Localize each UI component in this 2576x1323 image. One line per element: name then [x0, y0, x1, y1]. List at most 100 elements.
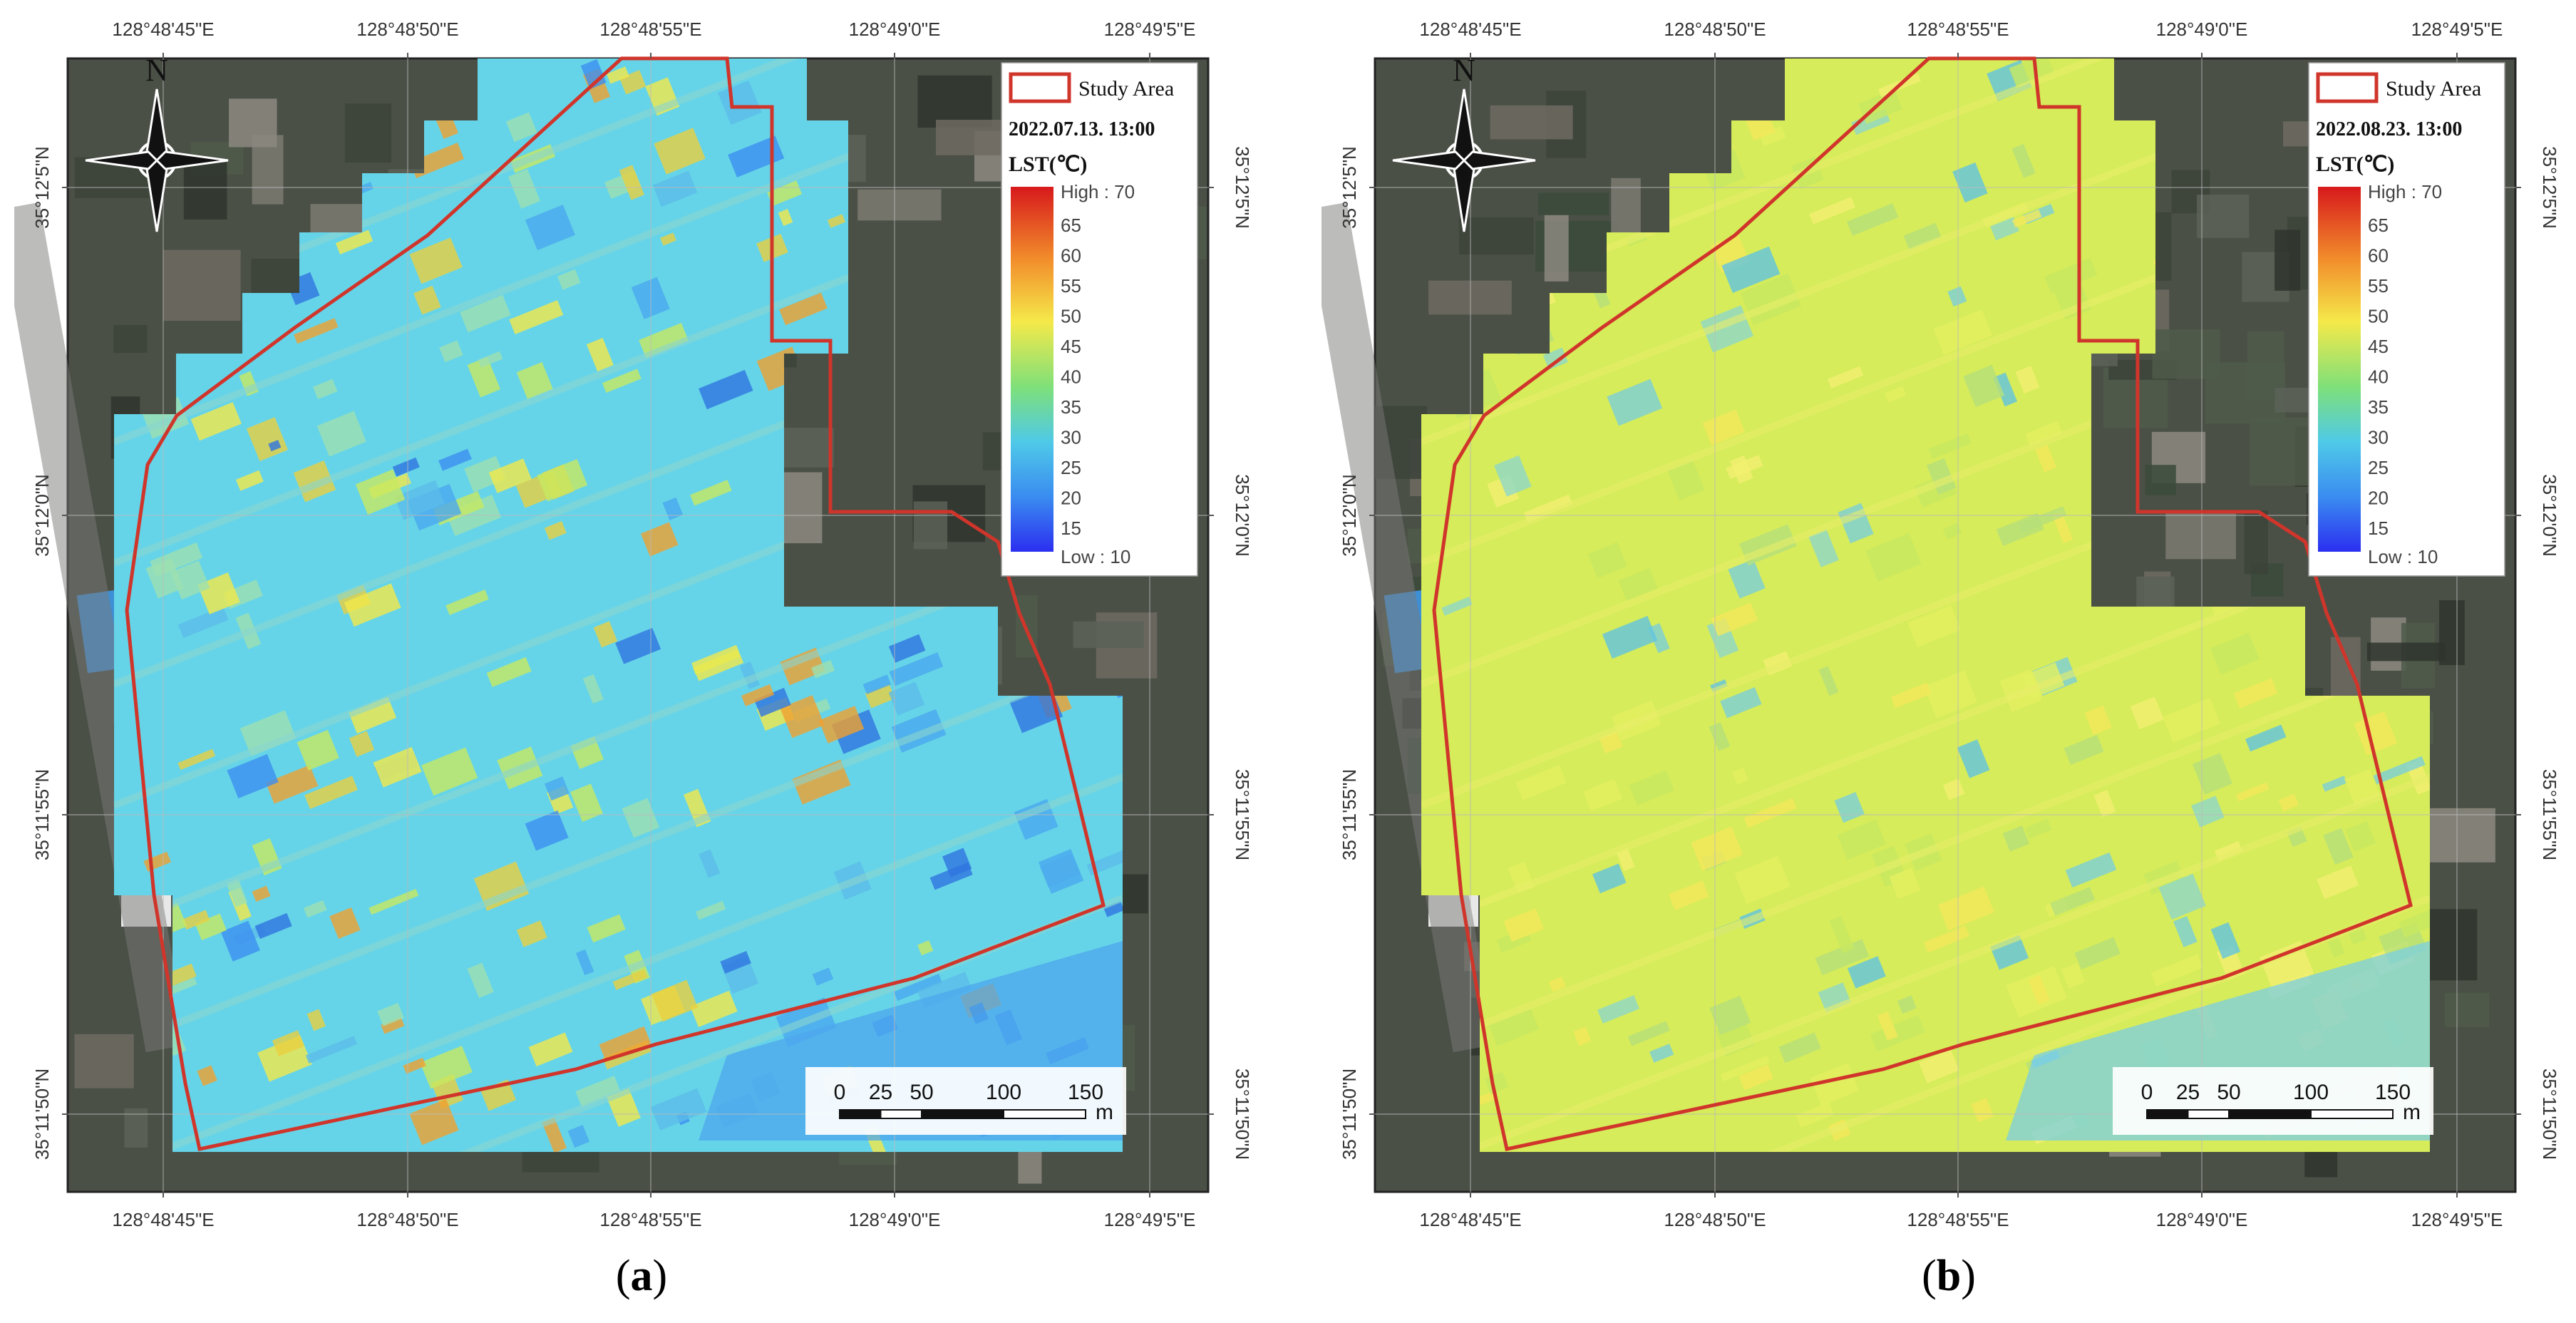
ramp-tick-label: 45 [2368, 336, 2389, 357]
map-panel-a: 128°48'45"E 128°48'45"E 128°48'50"E 128°48'… [14, 0, 1269, 1323]
longitude-label-top: 128°48'50"E [356, 19, 458, 40]
map-panel-b: 128°48'45"E 128°48'45"E 128°48'50"E 128°48'… [1322, 0, 2576, 1323]
lst-patch [478, 351, 503, 368]
lst-patch [305, 1036, 358, 1064]
lst-patch [1815, 939, 1870, 976]
longitude-label-top: 128°48'50"E [1664, 19, 1766, 40]
lst-patch [739, 662, 760, 689]
longitude-label-top: 128°49'5"E [2411, 19, 2503, 40]
lst-patch [1877, 1011, 1898, 1041]
lst-patch [1602, 615, 1658, 659]
lst-patch [654, 128, 706, 175]
lst-patch [306, 1009, 326, 1031]
lst-patch [2028, 975, 2050, 1005]
caption-letter: b [1936, 1252, 1962, 1300]
lst-patch [413, 285, 441, 315]
lst-patch [1649, 1044, 1674, 1063]
lst-patch [1738, 1064, 1773, 1091]
lst-patch [254, 912, 292, 940]
timestamp-label: 2022.07.13. 13:00 [1009, 118, 1155, 140]
imagery-building [113, 324, 148, 354]
lst-patch [335, 230, 373, 254]
ramp-tick-label: 60 [2368, 245, 2389, 267]
lst-patch [639, 323, 689, 359]
lst-patch [235, 470, 264, 491]
lst-patch [1808, 529, 1839, 567]
lst-patch [652, 170, 698, 207]
lst-patch [542, 1117, 567, 1152]
lst-patch [420, 1046, 473, 1089]
north-arrow-icon: N [85, 53, 229, 232]
ramp-low-label: Low : 10 [1061, 546, 1130, 567]
ramp-tick-label: 50 [1061, 306, 1081, 327]
lst-patch [1515, 765, 1567, 801]
lst-patch [1587, 542, 1627, 579]
lst-patch [369, 888, 419, 915]
lst-patch [690, 990, 738, 1027]
lst-patch [650, 1088, 707, 1131]
lst-patch [486, 657, 532, 687]
lst-patch [1828, 366, 1864, 388]
lst-patch [754, 687, 791, 717]
north-arrow-point [155, 150, 229, 170]
lst-patch [1607, 379, 1663, 426]
lst-patch [2323, 828, 2354, 865]
lst-patch [467, 962, 494, 998]
lst-patch [1702, 409, 1746, 446]
latitude-label-left: 35°11'50"N [31, 1069, 53, 1160]
ramp-tick-label: 55 [1061, 275, 1081, 297]
lst-patch [1648, 623, 1670, 654]
lst-patch [488, 458, 532, 493]
study-area-legend-label: Study Area [2386, 77, 2481, 101]
lst-patch [699, 369, 753, 410]
lst-patch [439, 340, 463, 363]
lst-patch [1583, 778, 1623, 812]
lst-patch [1796, 1102, 1835, 1128]
lst-patch [818, 706, 865, 743]
lst-patch [246, 417, 288, 462]
lst-patch [537, 459, 588, 502]
lst-patch [1732, 767, 1748, 785]
lst-patch [1846, 202, 1899, 236]
longitude-label-bottom: 128°48'45"E [1419, 1209, 1521, 1230]
lst-patch [1818, 666, 1839, 696]
lst-patch [1847, 956, 1886, 989]
lst-patch [699, 849, 721, 878]
longitude-label-top: 128°48'55"E [1907, 19, 2009, 40]
lst-patch [1548, 976, 1566, 992]
timestamp-label: 2022.08.23. 13:00 [2316, 118, 2462, 140]
lst-patch [190, 402, 242, 441]
lst-patch [622, 798, 659, 838]
lst-patch [1709, 995, 1751, 1036]
imagery-building [2244, 510, 2268, 575]
lst-patch [2345, 820, 2376, 853]
lst-patch [2233, 678, 2278, 709]
lst-patch [1829, 915, 1855, 954]
lst-patch [227, 753, 279, 799]
longitude-label-bottom: 128°48'55"E [1907, 1209, 2009, 1230]
legend-box: Study Area 2022.08.23. 13:00 LST(℃) High : … [2308, 62, 2505, 577]
lst-title: LST(℃) [2316, 153, 2394, 176]
latitude-label-left: 35°11'50"N [1339, 1069, 1360, 1160]
lst-patch [586, 337, 614, 372]
lst-patch [612, 969, 648, 990]
longitude-label-top: 128°49'5"E [1104, 19, 1196, 40]
lst-patch [660, 232, 676, 246]
lst-patch [767, 180, 803, 207]
imagery-building [917, 75, 992, 128]
lst-patch [392, 457, 420, 477]
lst-patch [381, 1016, 405, 1034]
lst-patch [2025, 421, 2063, 446]
lst-patch [1728, 559, 1766, 599]
lst-patch [2173, 916, 2198, 947]
scale-tick-label: 25 [2176, 1081, 2200, 1104]
lst-patch [2322, 776, 2347, 792]
color-ramp [2318, 187, 2361, 552]
lst-patch [355, 469, 406, 515]
lst-patch [1897, 995, 1917, 1014]
north-arrow-point [1462, 150, 1536, 170]
study-area-swatch [2316, 72, 2379, 103]
lst-patch [812, 967, 834, 986]
ramp-high-label: High : 70 [2368, 181, 2442, 202]
longitude-label-top: 128°48'45"E [112, 19, 214, 40]
